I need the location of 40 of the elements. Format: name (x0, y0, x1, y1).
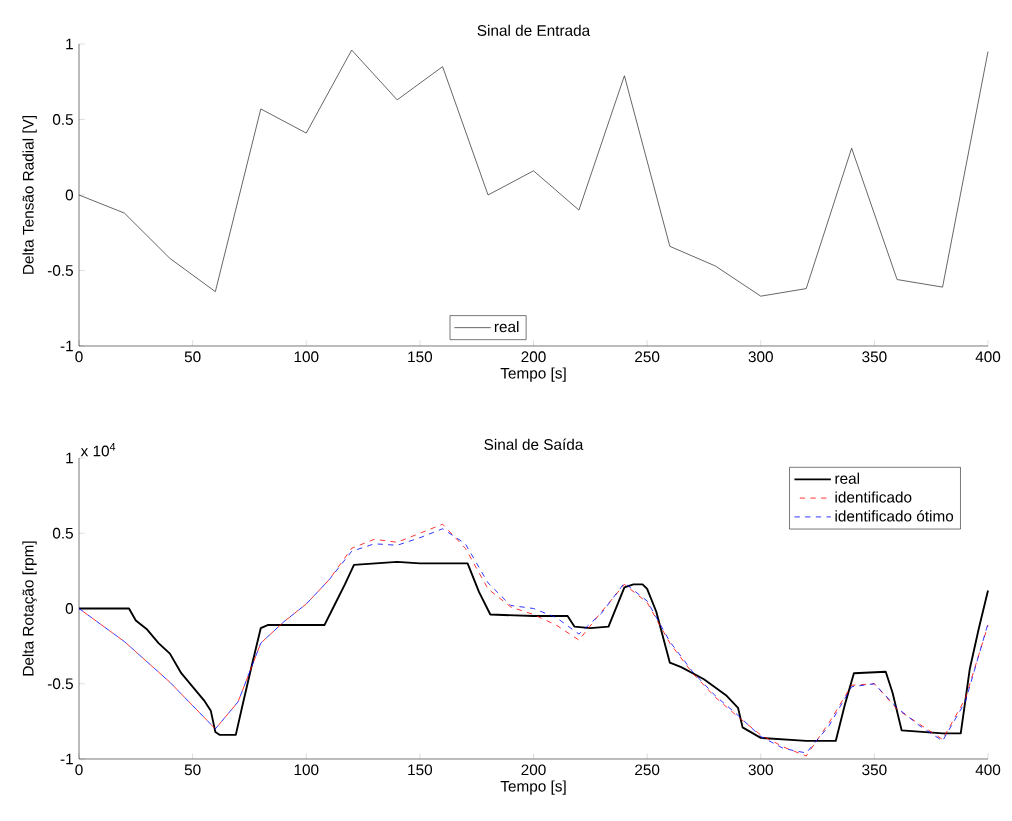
x-tick-label: 100 (294, 351, 319, 363)
y-tick-label: 1 (66, 38, 73, 50)
x-tick-label: 50 (184, 764, 201, 776)
y-tick-label: -0.5 (47, 265, 73, 276)
x-tick-label: 200 (521, 764, 546, 776)
legend-label: real (494, 320, 519, 333)
x-tick-label: 250 (635, 764, 660, 776)
x-tick-label: 100 (294, 764, 319, 776)
y-tick-label: 1 (66, 452, 73, 464)
x-tick-label: 150 (408, 351, 433, 363)
chart-title: Sinal de Saída (484, 438, 584, 450)
legend-label: identificado (835, 491, 912, 503)
x-tick-label: 350 (862, 764, 887, 776)
x-tick-label: 350 (862, 351, 887, 363)
x-axis-title: Tempo [s] (500, 367, 566, 382)
y-tick-label: -0.5 (47, 678, 73, 690)
y-axis-title: Delta Tensão Radial [V] (22, 116, 37, 274)
legend-label: real (835, 472, 860, 484)
x-tick-label: 400 (975, 351, 1001, 363)
x-tick-label: 300 (748, 764, 773, 776)
chart-title: Sinal de Entrada (477, 24, 591, 36)
x-axis-title: Tempo [s] (500, 780, 566, 795)
legend-label: identificado ótimo (835, 510, 954, 522)
x-tick-label: 0 (75, 764, 83, 776)
x-tick-label: 150 (408, 764, 433, 776)
y-tick-label: 0.5 (52, 527, 73, 539)
y-axis-title: Delta Rotação [rpm] (22, 541, 37, 676)
line-series (78, 49, 989, 297)
x-tick-label: 0 (75, 351, 83, 363)
y-tick-label: -1 (60, 753, 73, 765)
y-tick-label: 0 (65, 603, 74, 614)
x-tick-label: 250 (635, 351, 660, 363)
text: x 10$^{4}$ (80, 443, 116, 457)
x-tick-label: 300 (748, 351, 773, 363)
x-tick-label: 200 (521, 351, 546, 363)
x-tick-label: 400 (975, 764, 1001, 776)
y-tick-label: 0.5 (52, 114, 73, 125)
y-tick-label: -1 (60, 340, 73, 352)
y-tick-label: 0 (65, 189, 74, 201)
x-tick-label: 50 (184, 351, 201, 363)
